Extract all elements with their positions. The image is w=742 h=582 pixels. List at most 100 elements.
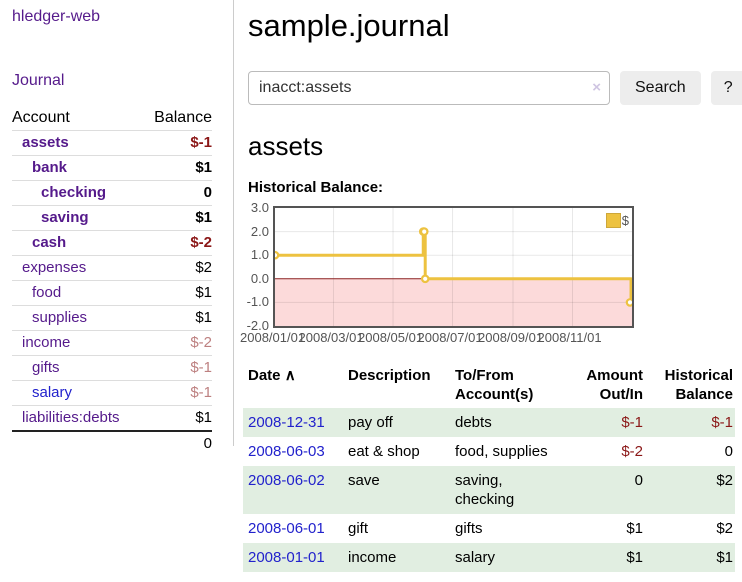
account-link-cash[interactable]: cash <box>32 234 67 251</box>
register-row: 2008-06-02 save saving, checking 0 $2 <box>243 466 735 514</box>
account-row-assets: assets $-1 <box>12 130 212 156</box>
amount-column-header: Amount Out/In <box>586 367 643 403</box>
transaction-date-link[interactable]: 2008-12-31 <box>248 414 325 431</box>
chart-plot-area[interactable]: $ <box>273 206 634 328</box>
account-balance: $-1 <box>142 380 212 406</box>
account-balance: $-2 <box>142 230 212 256</box>
search-button[interactable]: Search <box>620 71 701 105</box>
transaction-balance: $2 <box>716 520 733 537</box>
transaction-balance: 0 <box>724 443 733 460</box>
account-balance: $1 <box>142 280 212 306</box>
transaction-accounts: food, supplies <box>455 443 548 460</box>
balance-column-header: Historical Balance <box>664 367 733 403</box>
account-balance: $-2 <box>142 330 212 356</box>
transaction-balance: $-1 <box>711 414 733 431</box>
y-axis-tick-label: 3.0 <box>250 200 269 215</box>
account-row-food: food $1 <box>12 280 212 306</box>
help-button[interactable]: ? <box>710 71 742 105</box>
account-link-liabilities-debts[interactable]: liabilities:debts <box>22 409 120 426</box>
search-box: × <box>248 71 610 105</box>
transaction-date-link[interactable]: 2008-01-01 <box>248 549 325 566</box>
x-axis-tick-label: 2008/11/01 <box>537 330 602 345</box>
account-row-supplies: supplies $1 <box>12 305 212 331</box>
transaction-date-link[interactable]: 2008-06-02 <box>248 472 325 489</box>
transaction-amount: $1 <box>626 520 643 537</box>
sidebar: hledger-web Journal Account Balance asse… <box>0 0 233 456</box>
account-balance: $1 <box>142 205 212 231</box>
accounts-table-header: Account Balance <box>12 106 212 131</box>
account-row-saving: saving $1 <box>12 205 212 231</box>
accounts-column-header: To/From Account(s) <box>455 367 534 403</box>
sidebar-divider <box>233 0 234 446</box>
transaction-accounts: debts <box>455 414 492 431</box>
transaction-balance: $2 <box>716 472 733 489</box>
account-link-checking[interactable]: checking <box>41 184 107 201</box>
description-column-header: Description <box>348 367 431 384</box>
balance-chart-svg <box>275 208 632 326</box>
transaction-accounts: salary <box>455 549 496 566</box>
account-row-liabilities-debts: liabilities:debts $1 <box>12 405 212 432</box>
account-link-salary[interactable]: salary <box>32 384 73 401</box>
transaction-description: pay off <box>348 414 393 431</box>
chart-legend: $ <box>605 213 629 228</box>
account-link-income[interactable]: income <box>22 334 71 351</box>
accounts-table: Account Balance assets $-1 bank $1 check… <box>12 106 212 456</box>
transaction-amount: $-2 <box>621 443 643 460</box>
register-row: 2008-06-01 gift gifts $1 $2 <box>243 514 735 543</box>
page-title: sample.journal <box>248 8 450 43</box>
y-axis-tick-label: -2.0 <box>246 318 269 333</box>
account-link-assets[interactable]: assets <box>22 134 69 151</box>
account-heading: assets <box>248 131 324 161</box>
x-axis-tick-label: 2008/05/01 <box>358 330 424 345</box>
transaction-date-link[interactable]: 2008-06-01 <box>248 520 325 537</box>
account-row-bank: bank $1 <box>12 155 212 181</box>
register-row: 2008-12-31 pay off debts $-1 $-1 <box>243 408 735 437</box>
transaction-description: eat & shop <box>348 443 420 460</box>
account-row-salary: salary $-1 <box>12 380 212 406</box>
transaction-date-link[interactable]: 2008-06-03 <box>248 443 325 460</box>
app-title-link[interactable]: hledger-web <box>12 8 101 25</box>
search-input[interactable] <box>248 71 610 105</box>
historical-balance-chart: $ 3.0 2.0 1.0 0.0 -1.0 -2.0 2008/01/01 2008/03/… <box>240 200 638 348</box>
transaction-description: income <box>348 549 397 566</box>
y-axis-tick-label: 2.0 <box>250 223 269 239</box>
account-balance: $-1 <box>142 355 212 381</box>
x-axis-tick-label: 2008/03/01 <box>298 330 364 345</box>
transaction-amount: $-1 <box>621 414 643 431</box>
main-content: sample.journal × Search ? assets Histori… <box>240 0 742 572</box>
legend-label: $ <box>621 213 629 228</box>
account-balance: $1 <box>142 155 212 181</box>
account-link-gifts[interactable]: gifts <box>32 359 60 376</box>
register-row: 2008-01-01 income salary $1 $1 <box>243 543 735 572</box>
transaction-description: save <box>348 472 380 489</box>
x-axis-tick-label: 2008/09/01 <box>478 330 544 345</box>
accounts-total-value: 0 <box>142 430 212 456</box>
account-link-supplies[interactable]: supplies <box>32 309 88 326</box>
clear-search-icon[interactable]: × <box>592 79 601 96</box>
balance-column-header: Balance <box>142 106 212 131</box>
account-balance: $2 <box>142 255 212 281</box>
register-table: Date ∧ Description To/From Account(s) Am… <box>243 364 735 572</box>
account-row-gifts: gifts $-1 <box>12 355 212 381</box>
sort-ascending-icon: ∧ <box>284 367 296 384</box>
account-row-checking: checking 0 <box>12 180 212 206</box>
transaction-accounts: gifts <box>455 520 483 537</box>
account-balance: 0 <box>142 180 212 206</box>
transaction-accounts: saving, checking <box>455 472 515 508</box>
x-axis-tick-label: 2008/01/01 <box>240 330 306 345</box>
account-link-food[interactable]: food <box>32 284 62 301</box>
account-link-bank[interactable]: bank <box>32 159 68 176</box>
legend-swatch-icon <box>605 213 621 228</box>
sidebar-item-journal[interactable]: Journal <box>12 72 65 89</box>
account-link-saving[interactable]: saving <box>41 209 89 226</box>
search-form: × Search ? <box>248 71 742 105</box>
transaction-description: gift <box>348 520 369 537</box>
account-balance: $1 <box>142 305 212 331</box>
account-row-expenses: expenses $2 <box>12 255 212 281</box>
date-column-header[interactable]: Date ∧ <box>248 367 296 384</box>
account-link-expenses[interactable]: expenses <box>22 259 87 276</box>
transaction-balance: $1 <box>716 549 733 566</box>
register-row: 2008-06-03 eat & shop food, supplies $-2… <box>243 437 735 466</box>
x-axis-tick-label: 2008/07/01 <box>417 330 483 345</box>
accounts-total-row: 0 <box>12 430 212 456</box>
